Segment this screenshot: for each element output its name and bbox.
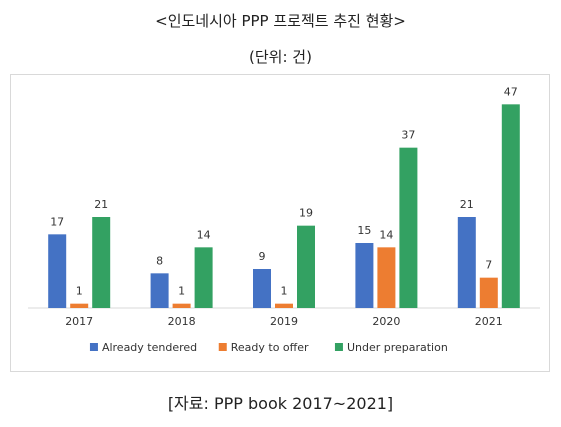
bar-2021-already-tendered	[457, 217, 476, 308]
data-label: 1	[178, 285, 185, 298]
legend-label-ready-to-offer: Ready to offer	[231, 341, 309, 354]
legend-swatch-under-preparation	[334, 343, 343, 351]
bar-2019-ready-to-offer	[275, 303, 293, 308]
bar-2017-under-preparation	[92, 217, 111, 308]
chart-title: <인도네시아 PPP 프로젝트 추진 현황>	[155, 12, 406, 30]
bar-2019-already-tendered	[253, 269, 271, 308]
bar-2021-under-preparation	[501, 104, 520, 308]
x-tick-label: 2021	[475, 315, 503, 328]
legend-swatch-already-tendered	[89, 343, 98, 351]
bar-2019-under-preparation	[297, 225, 315, 308]
data-label: 15	[357, 224, 371, 237]
x-tick-label: 2017	[65, 315, 93, 328]
data-label: 14	[197, 228, 211, 241]
data-label: 7	[485, 259, 492, 272]
chart-subtitle: (단위: 건)	[249, 48, 312, 66]
data-label: 1	[281, 285, 288, 298]
data-label: 9	[259, 250, 266, 263]
data-label: 21	[94, 198, 108, 211]
x-tick-label: 2018	[168, 315, 196, 328]
legend-label-under-preparation: Under preparation	[347, 341, 448, 354]
x-tick-label: 2020	[372, 315, 400, 328]
data-label: 21	[460, 198, 474, 211]
bar-2020-already-tendered	[355, 243, 374, 308]
data-label: 37	[401, 129, 415, 142]
data-label: 8	[156, 254, 163, 267]
bar-chart: 17 1 21 2017 8 1 14 2018 9 1 19 2019 15 14 37 2020 21 7 47…	[28, 85, 540, 354]
data-label: 14	[379, 228, 393, 241]
bar-2018-already-tendered	[150, 273, 169, 308]
legend-label-already-tendered: Already tendered	[102, 341, 197, 354]
bar-2017-ready-to-offer	[70, 303, 89, 308]
bar-2021-ready-to-offer	[479, 277, 498, 308]
chart-frame	[10, 74, 550, 372]
bar-2018-under-preparation	[194, 247, 213, 308]
data-label: 17	[50, 215, 64, 228]
bar-2020-under-preparation	[399, 147, 418, 308]
legend-swatch-ready-to-offer	[218, 343, 227, 351]
bar-2018-ready-to-offer	[172, 303, 191, 308]
data-label: 1	[76, 285, 83, 298]
data-label: 19	[299, 207, 313, 220]
bar-2020-ready-to-offer	[377, 247, 396, 308]
bar-2017-already-tendered	[48, 234, 67, 308]
data-label: 47	[504, 85, 518, 98]
x-tick-label: 2019	[270, 315, 298, 328]
source-note: [자료: PPP book 2017~2021]	[167, 394, 394, 413]
